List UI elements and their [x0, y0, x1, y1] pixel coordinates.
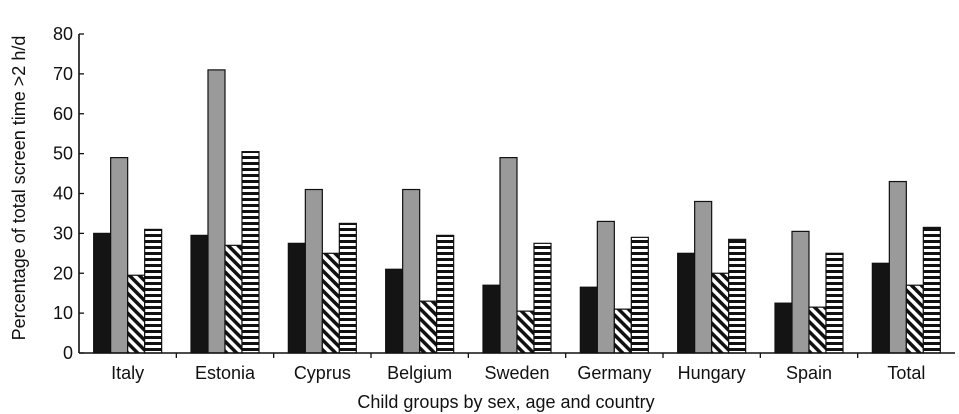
x-tick-label: Cyprus	[294, 363, 351, 383]
plot-area	[93, 69, 941, 354]
y-tick-label: 0	[63, 343, 73, 363]
bar	[482, 284, 501, 354]
bar	[402, 188, 421, 354]
bar	[808, 306, 827, 354]
bar	[419, 300, 438, 354]
y-tick-label: 40	[53, 184, 73, 204]
bar	[338, 222, 357, 354]
y-tick-label: 80	[53, 24, 73, 44]
bar	[871, 262, 890, 354]
bar	[711, 272, 730, 354]
bar	[579, 286, 598, 354]
y-tick-label: 70	[53, 64, 73, 84]
bar	[436, 234, 455, 354]
bar	[127, 274, 146, 354]
x-axis: Italy Estonia Cyprus Belgium Sweden Germany Hu…	[79, 352, 955, 383]
bar	[321, 252, 340, 354]
bar	[385, 268, 404, 354]
bar	[825, 252, 844, 354]
x-axis-title: Child groups by sex, age and country	[357, 392, 654, 412]
y-axis-title: Percentage of total screen time >2 h/d	[9, 36, 29, 341]
bar	[728, 238, 747, 354]
x-tick-label: Estonia	[195, 363, 256, 383]
y-tick-label: 50	[53, 144, 73, 164]
bar	[791, 230, 810, 354]
bar	[110, 157, 129, 354]
bar	[287, 242, 306, 354]
x-tick-label: Germany	[577, 363, 651, 383]
x-tick-label: Hungary	[678, 363, 746, 383]
x-tick-label: Italy	[111, 363, 144, 383]
y-tick-label: 30	[53, 223, 73, 243]
bar	[533, 242, 552, 354]
y-tick-label: 10	[53, 303, 73, 323]
bar	[190, 234, 209, 354]
y-tick-label: 60	[53, 104, 73, 124]
bar	[677, 252, 696, 354]
bar	[144, 228, 163, 354]
y-tick-label: 20	[53, 263, 73, 283]
bar	[499, 157, 518, 354]
bar	[207, 69, 226, 354]
bar	[905, 284, 924, 354]
bar	[596, 220, 615, 354]
bar	[888, 180, 907, 354]
bar	[613, 308, 632, 354]
bar	[694, 200, 713, 354]
bar	[630, 236, 649, 354]
bar	[922, 226, 941, 354]
x-tick-label: Sweden	[484, 363, 549, 383]
bar	[93, 232, 112, 354]
bar	[516, 310, 535, 354]
bar	[241, 151, 260, 354]
y-axis: 0 10 20 30 40 50 60 70 80	[53, 24, 84, 363]
bar	[774, 302, 793, 354]
x-tick-label: Total	[887, 363, 925, 383]
x-tick-label: Spain	[786, 363, 832, 383]
x-tick-label: Belgium	[387, 363, 452, 383]
bar	[304, 188, 323, 354]
bar	[224, 244, 243, 354]
